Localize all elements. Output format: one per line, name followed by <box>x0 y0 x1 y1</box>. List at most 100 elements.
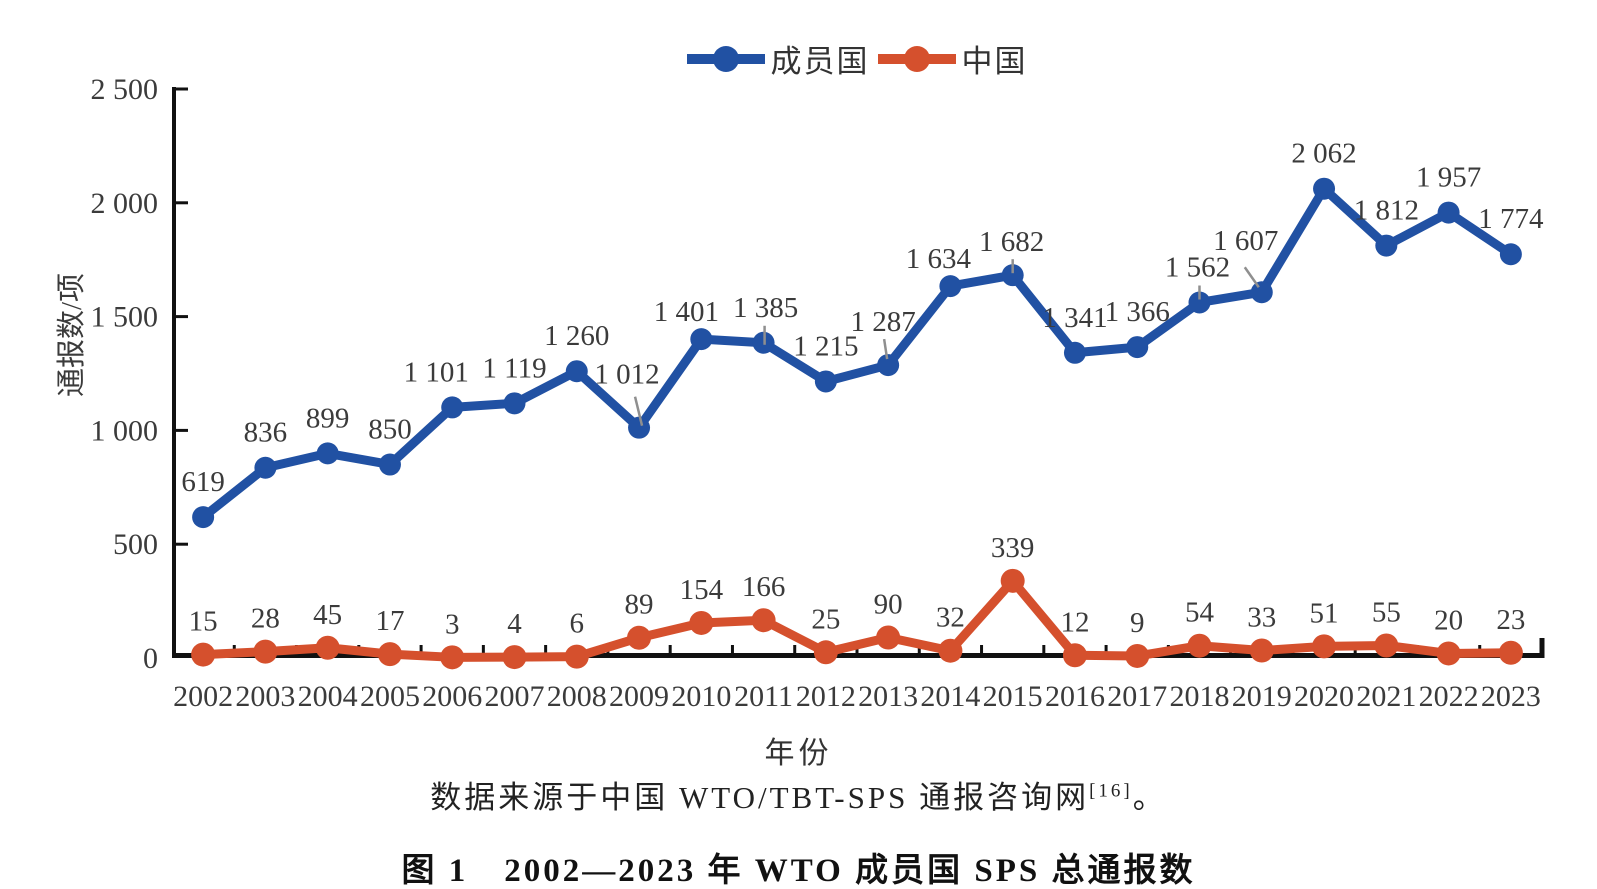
value-label: 1 682 <box>979 226 1044 258</box>
value-label: 4 <box>507 608 522 640</box>
year-tick-label: 2018 <box>1170 680 1230 713</box>
data-point <box>1249 638 1274 663</box>
value-label: 339 <box>991 532 1035 564</box>
value-label: 55 <box>1372 596 1401 628</box>
value-label: 17 <box>375 605 404 637</box>
data-point <box>1001 264 1024 287</box>
year-tick-label: 2006 <box>422 680 482 713</box>
value-label: 45 <box>313 599 342 631</box>
data-point <box>1126 336 1149 359</box>
year-tick-label: 2012 <box>796 680 856 713</box>
data-point <box>1312 634 1337 659</box>
data-point <box>441 396 464 419</box>
value-label: 90 <box>874 589 903 621</box>
value-label: 1 101 <box>404 356 469 388</box>
value-label: 1 012 <box>594 359 659 391</box>
data-point <box>1374 633 1399 658</box>
year-tick-label: 2017 <box>1107 680 1167 713</box>
year-tick-label: 2014 <box>920 680 980 713</box>
source-note-text: 数据来源于中国 WTO/TBT-SPS 通报咨询网 <box>430 780 1090 815</box>
value-label-leader <box>633 396 644 426</box>
value-label: 899 <box>306 402 350 434</box>
data-point <box>191 642 216 667</box>
value-label: 89 <box>625 589 654 621</box>
value-label: 2 062 <box>1291 138 1356 170</box>
data-point <box>1187 633 1212 658</box>
data-point <box>1125 643 1150 668</box>
data-point <box>1188 291 1211 314</box>
value-label-leader <box>1243 266 1260 288</box>
legend-item-members: 成员国 <box>686 36 870 81</box>
year-tick-label: 2013 <box>858 680 918 713</box>
data-point <box>378 453 401 476</box>
source-note-citation: [16] <box>1089 780 1133 802</box>
data-point <box>876 625 901 650</box>
legend-item-china: 中国 <box>877 36 1028 81</box>
series-line-1 <box>198 576 1516 662</box>
value-label: 1 562 <box>1165 251 1230 283</box>
data-point <box>1063 341 1086 364</box>
value-label: 836 <box>244 417 288 449</box>
year-tick-label: 2009 <box>609 680 669 713</box>
value-label: 12 <box>1060 606 1089 638</box>
year-tick-label: 2010 <box>671 680 731 713</box>
value-label: 1 119 <box>482 352 546 384</box>
data-point <box>315 635 340 660</box>
y-axis-tick-label: 1 500 <box>91 301 159 334</box>
legend-marker-china-icon <box>877 45 956 72</box>
y-axis-tick-label: 2 500 <box>91 73 159 106</box>
year-tick-label: 2019 <box>1232 680 1292 713</box>
value-label: 1 634 <box>906 243 972 275</box>
year-tick-label: 2004 <box>298 680 358 713</box>
value-label: 1 287 <box>851 306 916 338</box>
data-point <box>1313 177 1336 200</box>
value-label: 154 <box>680 574 724 606</box>
data-point <box>1498 640 1523 665</box>
data-point <box>564 644 589 669</box>
data-point <box>1499 243 1522 266</box>
value-label: 6 <box>570 608 585 640</box>
data-point <box>627 625 652 650</box>
value-label: 1 607 <box>1213 225 1278 257</box>
year-tick-label: 2008 <box>547 680 607 713</box>
data-point <box>503 392 526 415</box>
year-tick-label: 2020 <box>1294 680 1354 713</box>
data-point <box>1250 281 1273 304</box>
data-point <box>939 275 962 298</box>
data-point <box>502 645 527 670</box>
value-label: 1 957 <box>1416 162 1481 194</box>
value-label: 32 <box>936 602 965 634</box>
value-label: 51 <box>1310 597 1339 629</box>
data-point <box>440 645 465 670</box>
year-tick-label: 2023 <box>1481 680 1541 713</box>
y-axis-tick-label: 2 000 <box>91 187 159 220</box>
data-point <box>751 608 776 633</box>
x-axis-title: 年份 <box>764 737 833 770</box>
value-label: 1 401 <box>654 296 719 328</box>
year-tick-label: 2022 <box>1419 680 1479 713</box>
data-point <box>565 360 588 383</box>
data-point <box>192 506 215 529</box>
y-axis-tick-label: 500 <box>113 528 158 561</box>
data-point <box>938 638 963 663</box>
value-label: 850 <box>368 414 412 446</box>
legend-label-china: 中国 <box>961 44 1028 79</box>
data-point <box>316 442 339 465</box>
value-label: 3 <box>445 608 460 640</box>
value-label: 28 <box>251 603 280 635</box>
year-tick-label: 2011 <box>734 680 793 713</box>
value-label: 166 <box>742 571 786 603</box>
legend-marker-members-icon <box>686 45 765 72</box>
data-point <box>1436 641 1461 666</box>
value-label: 1 215 <box>793 330 858 362</box>
line-chart: 0 500 1 000 1 500 2 000 2 500 2002 2003 2004 2005… <box>91 73 1545 713</box>
value-label: 25 <box>811 603 840 635</box>
data-point <box>1062 643 1087 668</box>
y-axis-tick-label: 1 000 <box>91 414 159 447</box>
figure-caption: 图 1 2002—2023 年 WTO 成员国 SPS 总通报数 <box>401 853 1196 889</box>
data-point <box>690 328 713 351</box>
year-tick-label: 2007 <box>485 680 545 713</box>
year-tick-label: 2002 <box>173 680 233 713</box>
value-label: 54 <box>1185 597 1215 629</box>
